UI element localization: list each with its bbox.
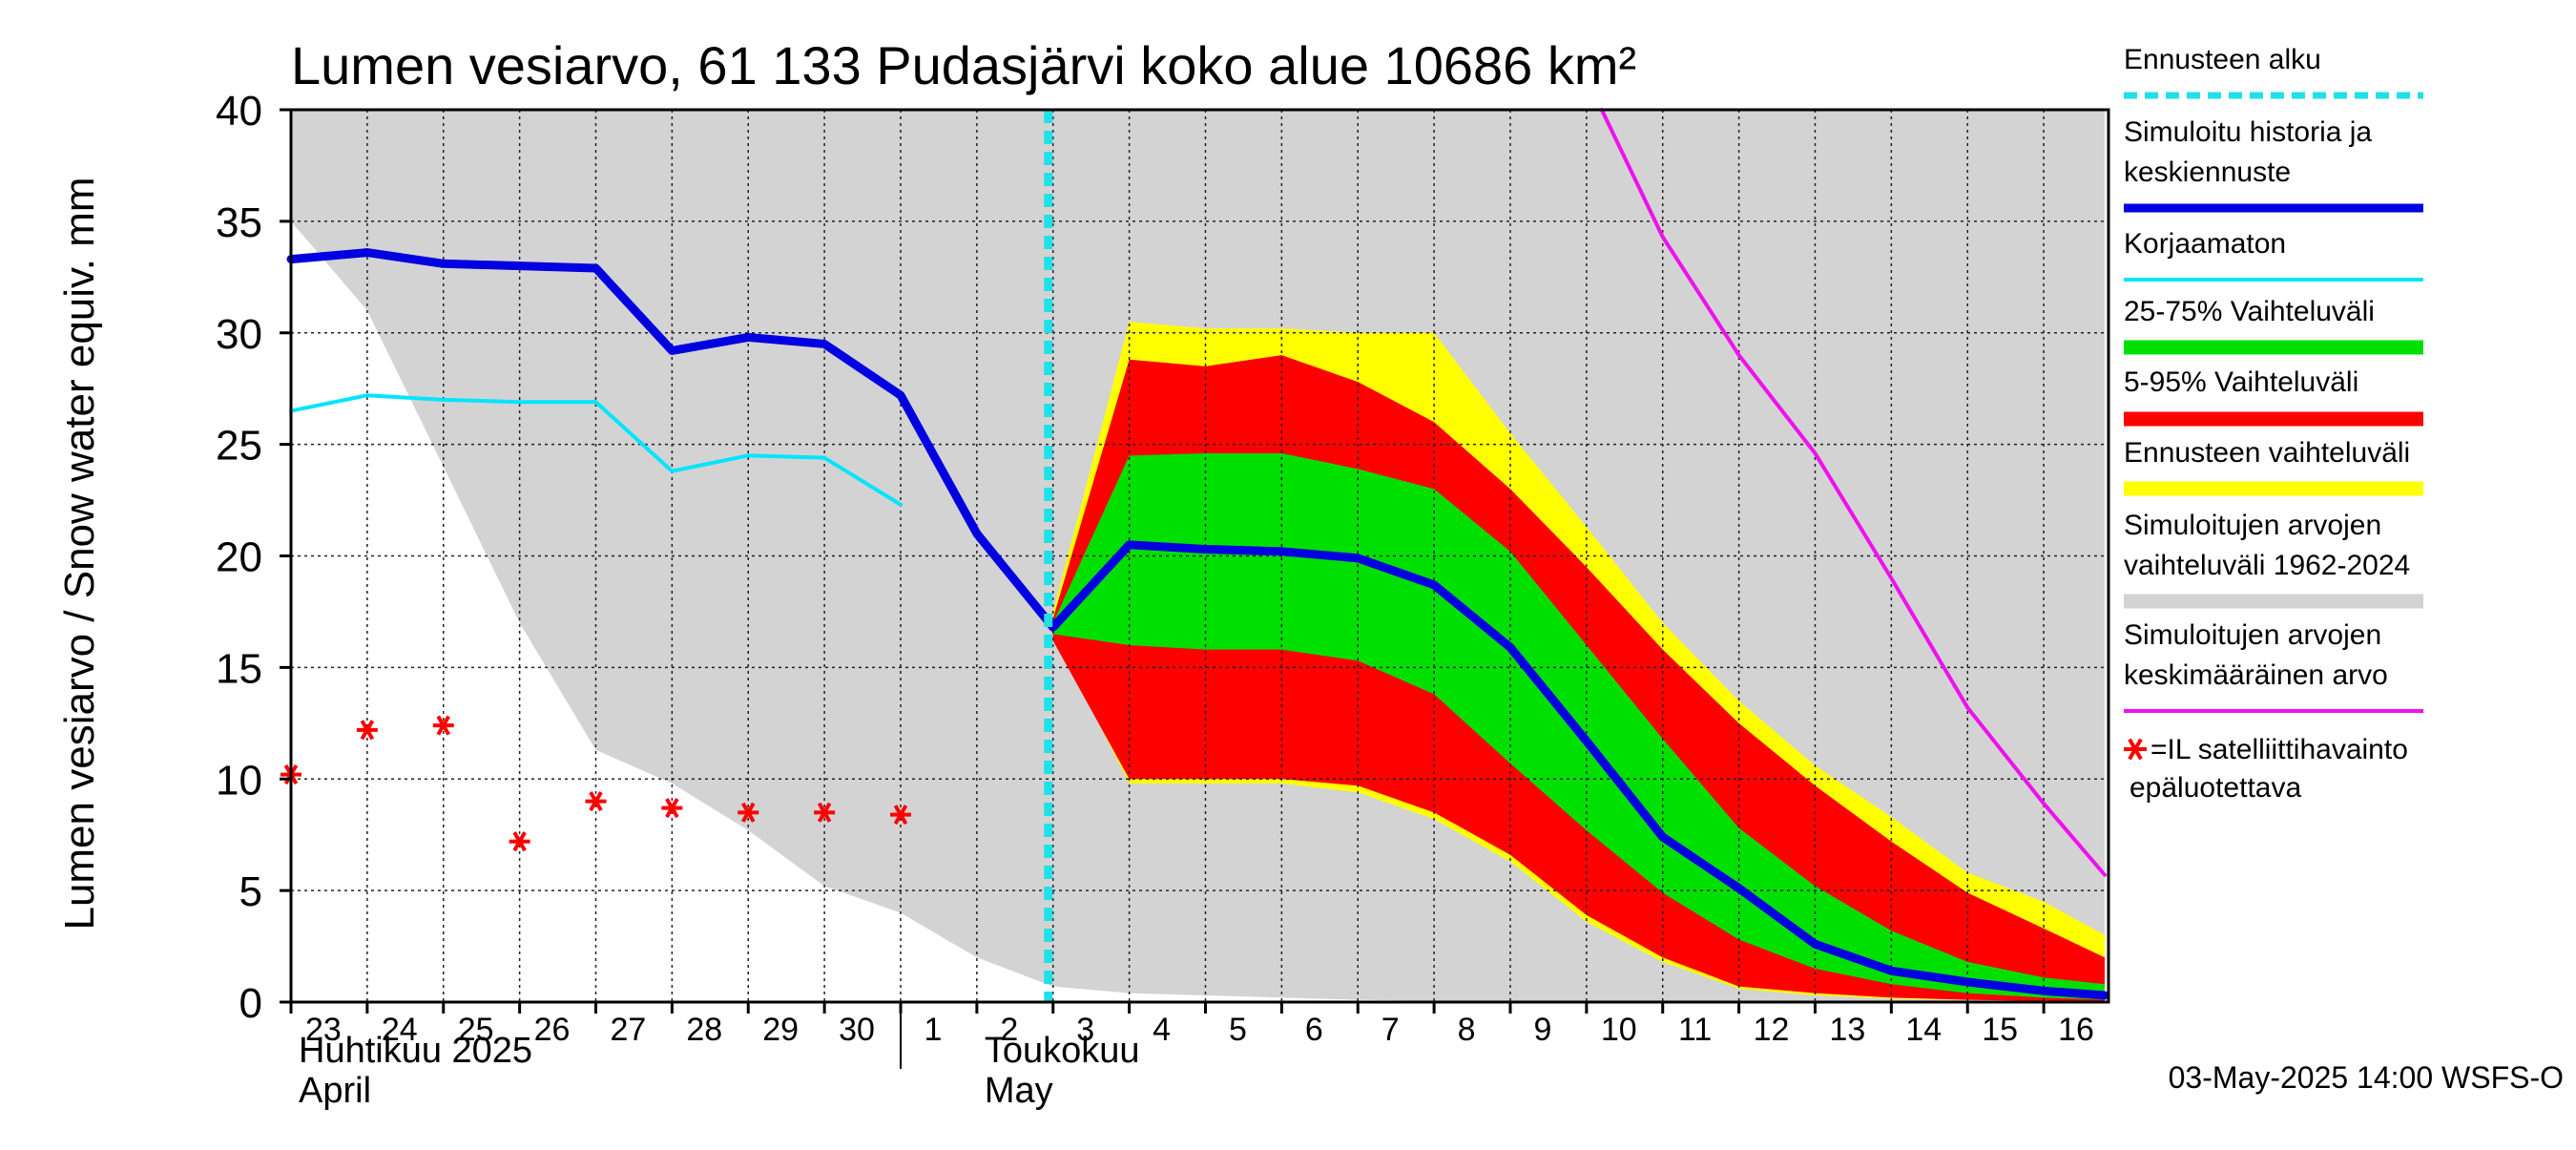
star-stroke (360, 720, 375, 741)
legend-label: vaihteluväli 1962-2024 (2124, 550, 2410, 581)
x-tick-label: 2 (1000, 1012, 1018, 1048)
x-tick-label: 7 (1381, 1012, 1400, 1048)
y-tick-label: 40 (216, 88, 262, 135)
x-tick-label: 6 (1305, 1012, 1323, 1048)
y-tick-label: 10 (216, 757, 262, 804)
x-tick-label: 30 (839, 1012, 875, 1048)
star-stroke (817, 802, 832, 823)
legend-label: epäluotettava (2129, 772, 2301, 804)
legend-item: 25-75% Vaihteluväli (2124, 296, 2423, 355)
month-label-fi: Huhtikuu 2025 (299, 1031, 532, 1071)
legend-label: Simuloitujen arvojen (2124, 619, 2381, 651)
x-tick-label: 8 (1458, 1012, 1476, 1048)
legend-label: Simuloitujen arvojen (2124, 510, 2381, 541)
legend-label: Simuloitu historia ja (2124, 116, 2372, 148)
x-tick-label: 9 (1533, 1012, 1551, 1048)
legend-item: Ennusteen vaihteluväli (2124, 437, 2423, 496)
x-tick-label: 23 (305, 1012, 342, 1048)
legend-item: Ennusteen alku (2124, 44, 2423, 99)
x-tick-label: 27 (611, 1012, 647, 1048)
x-tick-label: 4 (1153, 1012, 1171, 1048)
satellite-point (661, 798, 683, 819)
x-tick-label: 16 (2058, 1012, 2094, 1048)
star-stroke (512, 831, 527, 852)
x-tick-label: 3 (1076, 1012, 1094, 1048)
month-label-en: May (985, 1071, 1053, 1111)
x-tick-label: 26 (534, 1012, 571, 1048)
x-tick-label: 25 (458, 1012, 494, 1048)
legend-label: =IL satelliittihavainto (2150, 734, 2408, 765)
legend: Ennusteen alku Simuloitu historia ja keski… (2124, 44, 2423, 804)
month-label-en: April (299, 1071, 371, 1111)
star-stroke (741, 802, 756, 823)
y-axis-label: Lumen vesiarvo / Snow water equiv. mm (56, 177, 103, 930)
y-tick-label: 15 (216, 645, 262, 692)
series-6-line (286, 248, 2109, 1000)
legend-star-icon (2128, 738, 2143, 761)
x-tick-label: 15 (1982, 1012, 2018, 1048)
series-4-line (1599, 108, 2108, 877)
plot-area (280, 108, 2109, 1003)
series-5-line (289, 393, 903, 507)
legend-item: 5-95% Vaihteluväli (2124, 366, 2423, 427)
satellite-point (509, 831, 530, 852)
y-tick-label: 35 (216, 199, 262, 246)
legend-label: 5-95% Vaihteluväli (2124, 366, 2358, 398)
month-label-fi: Toukokuu (985, 1031, 1140, 1071)
timestamp-footer: 03-May-2025 14:00 WSFS-O (2169, 1060, 2564, 1095)
chart-title: Lumen vesiarvo, 61 133 Pudasjärvi koko a… (291, 35, 1636, 95)
satellite-point (356, 720, 378, 741)
star-stroke (436, 715, 450, 736)
satellite-point (737, 802, 759, 823)
x-tick-label: 10 (1601, 1012, 1637, 1048)
satellite-point (814, 802, 836, 823)
legend-label: keskimääräinen arvo (2124, 659, 2388, 691)
x-tick-label: 11 (1678, 1012, 1712, 1048)
y-tick-label: 5 (239, 868, 262, 915)
x-tick-label: 1 (924, 1012, 942, 1048)
legend-item: Simuloitujen arvojen vaihteluväli 1962-20… (2124, 510, 2423, 609)
satellite-point (432, 715, 454, 736)
legend-item: =IL satelliittihavainto epäluotettava (2124, 734, 2408, 804)
legend-label: keskiennuste (2124, 157, 2291, 188)
y-tick-label: 25 (216, 423, 262, 470)
x-tick-label: 5 (1229, 1012, 1247, 1048)
legend-label: 25-75% Vaihteluväli (2124, 296, 2375, 327)
y-tick-label: 30 (216, 311, 262, 358)
legend-item: Simuloitujen arvojen keskimääräinen arvo (2124, 619, 2423, 713)
legend-item: Simuloitu historia ja keskiennuste (2124, 116, 2423, 213)
satellite-point (585, 791, 607, 812)
x-tick-label: 24 (382, 1012, 418, 1048)
x-tick-label: 14 (1905, 1012, 1942, 1048)
x-tick-label: 13 (1830, 1012, 1866, 1048)
x-tick-label: 29 (762, 1012, 799, 1048)
star-stroke (893, 805, 908, 826)
x-tick-label: 12 (1754, 1012, 1790, 1048)
satellite-point (889, 805, 911, 826)
legend-label: Ennusteen alku (2124, 44, 2321, 75)
x-tick-label: 28 (686, 1012, 722, 1048)
legend-label: Ennusteen vaihteluväli (2124, 437, 2410, 469)
legend-item: Korjaamaton (2124, 228, 2423, 282)
legend-label: Korjaamaton (2124, 228, 2286, 260)
star-stroke (589, 791, 603, 812)
y-tick-label: 0 (239, 980, 262, 1027)
y-tick-label: 20 (216, 534, 262, 581)
star-stroke (665, 798, 679, 819)
